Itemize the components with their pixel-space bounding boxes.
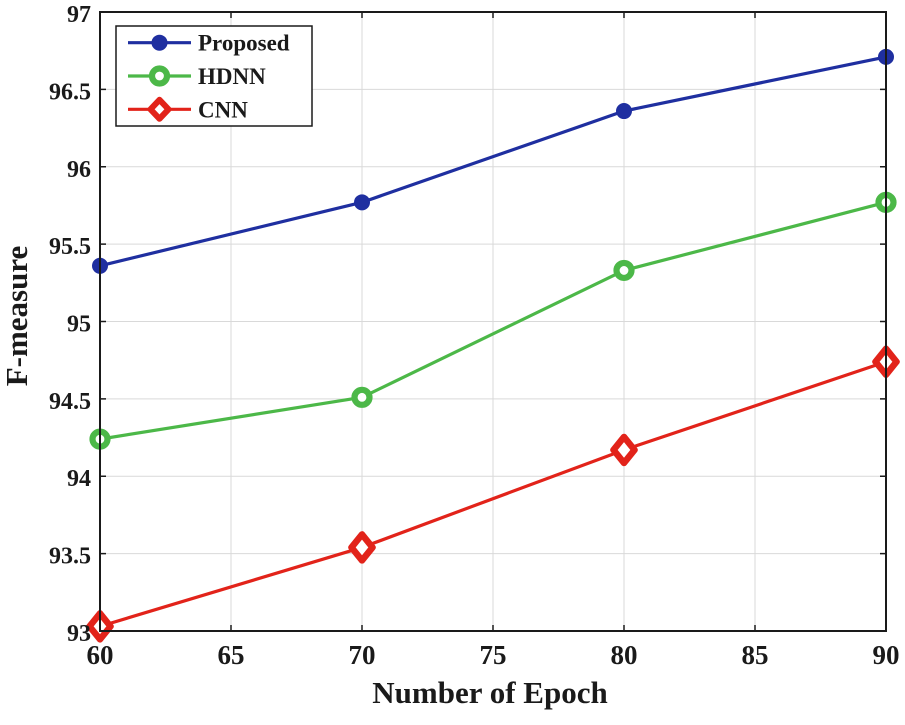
svg-text:96: 96 [67, 157, 91, 183]
svg-text:95: 95 [67, 312, 91, 338]
svg-text:94: 94 [67, 466, 91, 492]
svg-text:65: 65 [218, 640, 245, 670]
svg-text:75: 75 [480, 640, 507, 670]
svg-text:Number of Epoch: Number of Epoch [372, 675, 607, 710]
svg-text:CNN: CNN [198, 97, 248, 122]
svg-text:96.5: 96.5 [49, 79, 91, 105]
svg-text:97: 97 [67, 2, 91, 28]
svg-text:80: 80 [611, 640, 638, 670]
svg-text:70: 70 [349, 640, 376, 670]
svg-text:F-measure: F-measure [0, 246, 34, 387]
svg-text:93.5: 93.5 [49, 544, 91, 570]
svg-text:Proposed: Proposed [198, 31, 290, 56]
svg-text:95.5: 95.5 [49, 234, 91, 260]
svg-text:85: 85 [742, 640, 769, 670]
svg-text:94.5: 94.5 [49, 389, 91, 415]
svg-text:HDNN: HDNN [198, 64, 266, 89]
svg-text:93: 93 [67, 621, 91, 647]
svg-text:90: 90 [873, 640, 900, 670]
